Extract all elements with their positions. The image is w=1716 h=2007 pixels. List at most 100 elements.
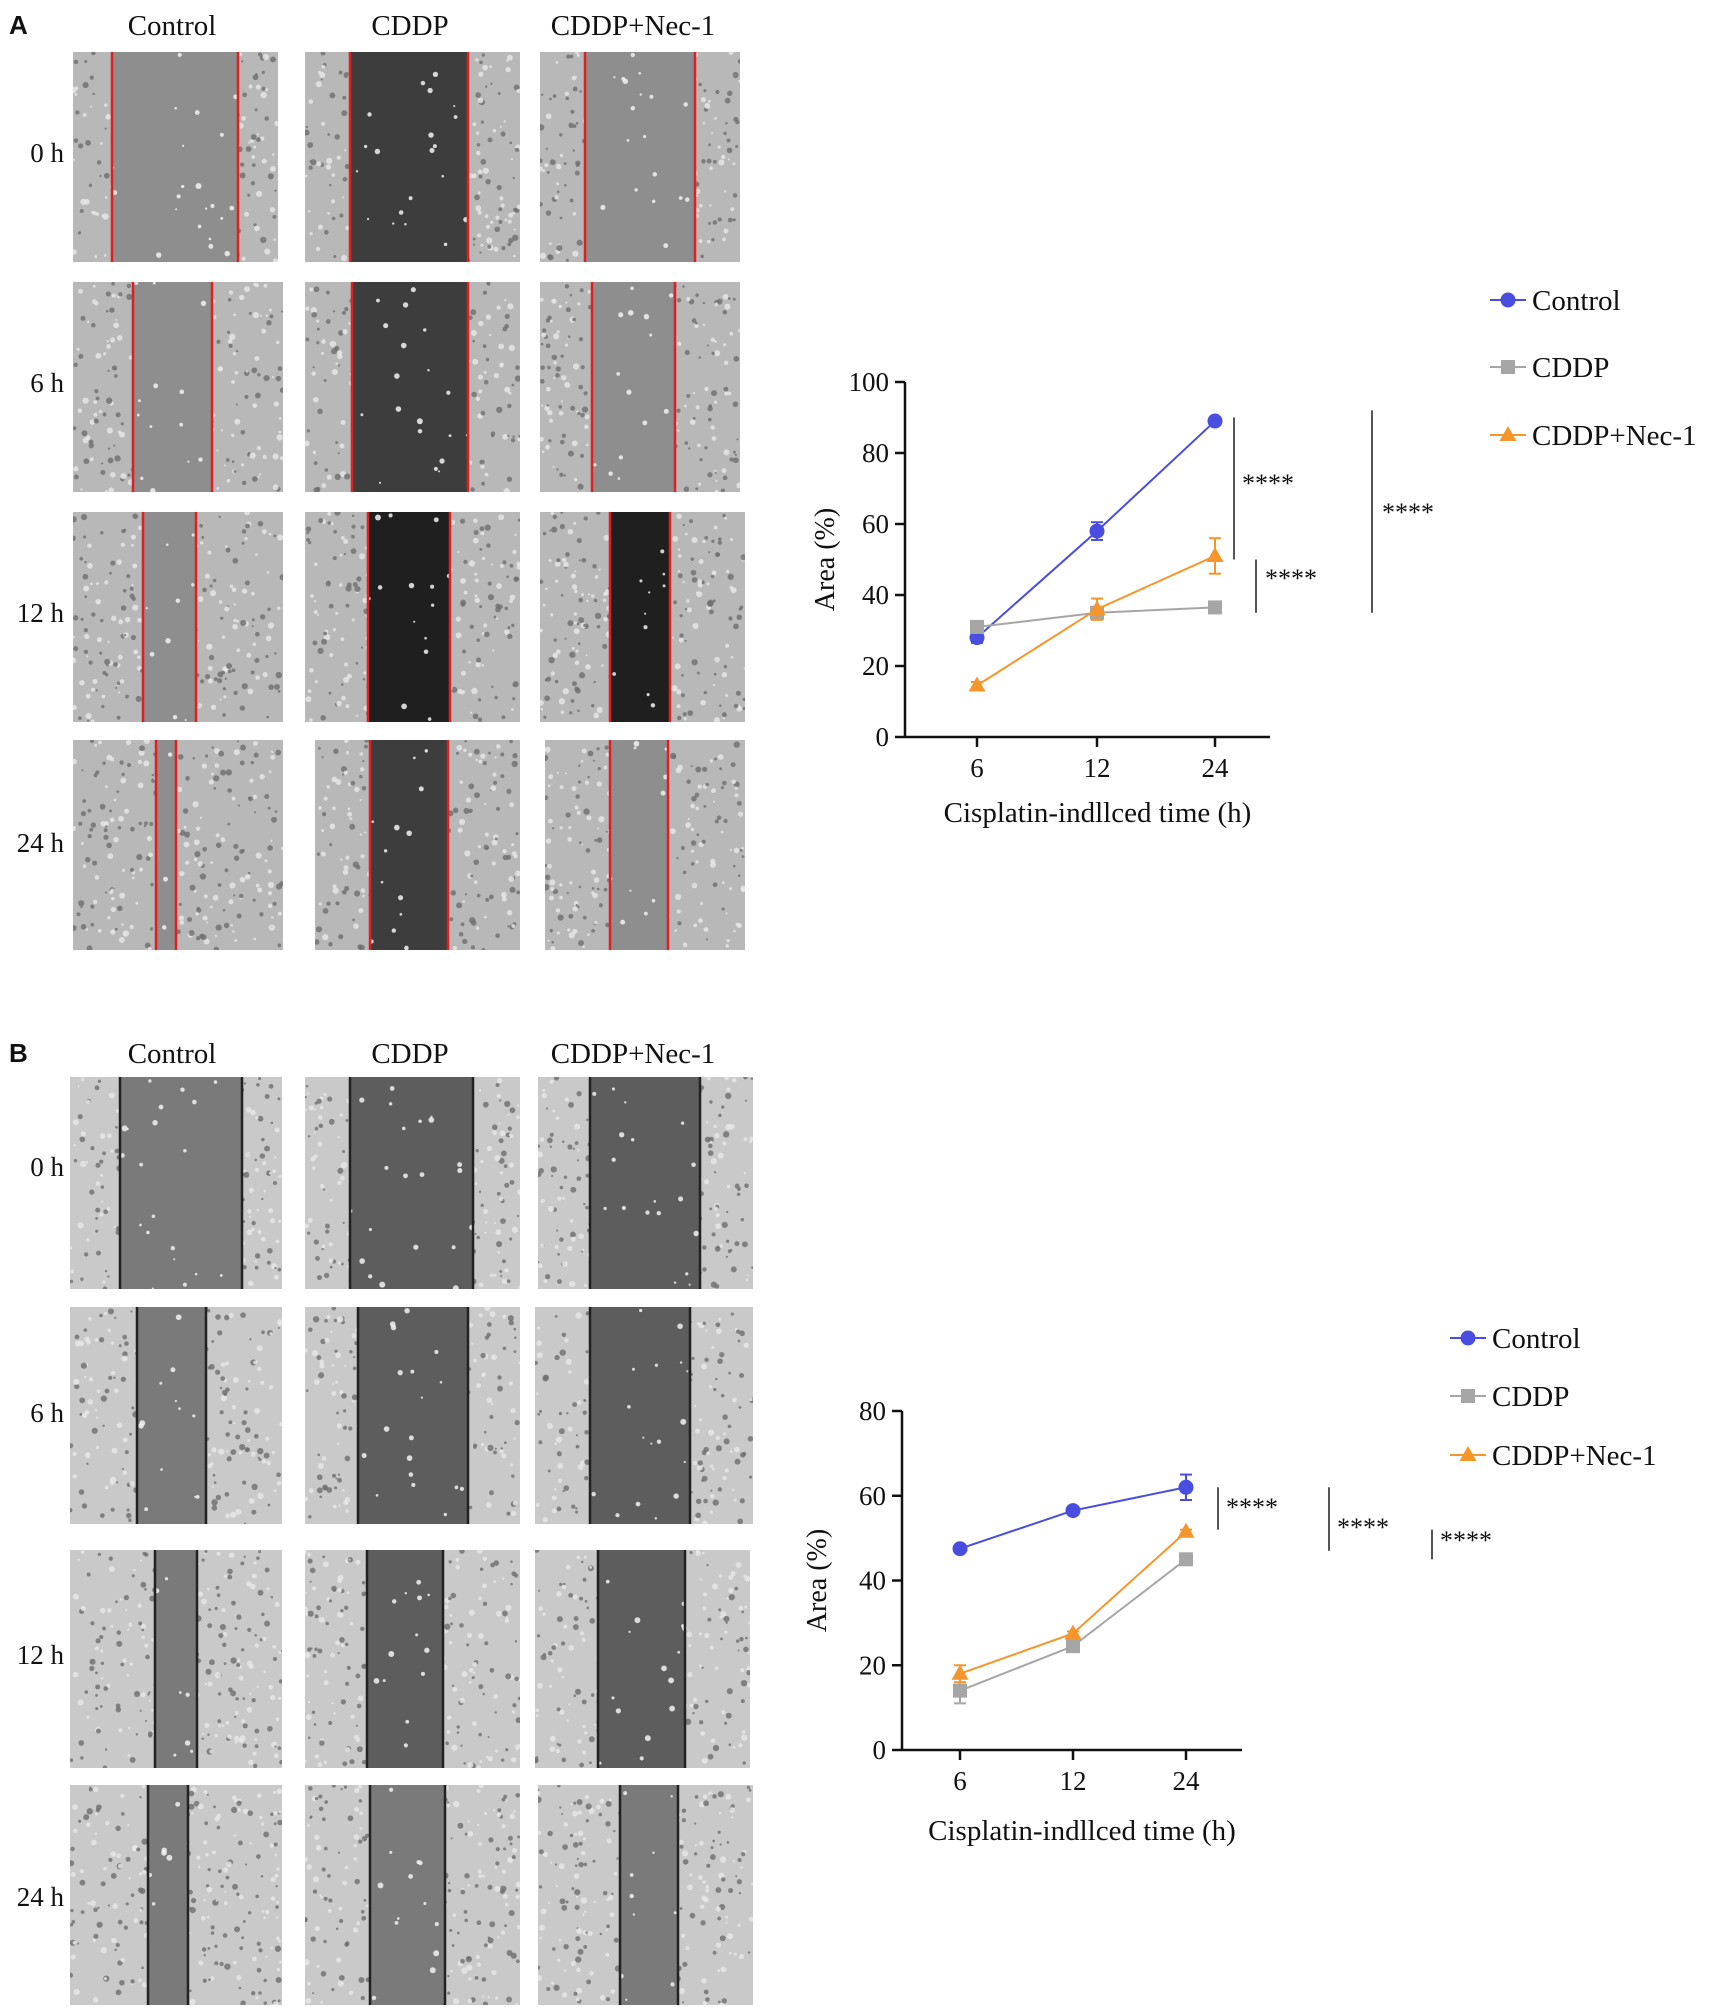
panel-b-micrograph-5 [535,1307,753,1524]
significance-annotation: **** [1328,1487,1389,1551]
panel-a-micrograph-5 [540,282,740,492]
panel-b-micrograph-8 [535,1550,750,1768]
panel-a-micrograph-1 [305,52,520,262]
data-point [1066,1639,1080,1654]
data-point [1178,1479,1194,1495]
panel-b-micrograph-2 [538,1077,753,1289]
y-tick-label: 0 [873,1735,887,1765]
legend-label: Control [1492,1323,1581,1355]
data-point [1207,413,1223,429]
significance-annotation: **** [1255,559,1317,613]
series-control [952,1473,1194,1557]
data-point [1206,546,1224,562]
y-tick-label: 20 [859,1650,886,1680]
data-point [952,1541,968,1557]
panel-a-micrograph-2 [540,52,740,262]
data-point [951,1664,969,1680]
legend-entry: CDDP [1490,352,1609,384]
legend-label: CDDP [1492,1381,1569,1413]
legend-label: CDDP [1532,352,1609,384]
data-point [1177,1522,1195,1538]
panel-a-row-6h: 6 h [30,368,64,398]
y-tick-label: 0 [876,722,890,752]
panel-a-row-0h: 0 h [30,138,64,168]
x-tick-label: 6 [953,1766,967,1796]
panel-b-micrograph-0 [70,1077,282,1289]
legend-label: CDDP+Nec-1 [1532,420,1697,452]
panel-a-micrograph-6 [73,512,283,722]
y-tick-label: 60 [859,1481,886,1511]
panel-b-micrograph-3 [70,1307,282,1524]
y-axis-label: Area (%) [810,508,841,611]
significance-stars: **** [1382,498,1434,527]
panel-b-micrograph-4 [305,1307,520,1524]
panel-b-micrograph-9 [70,1785,282,2005]
data-point [1065,1503,1081,1519]
data-point [1089,523,1105,539]
y-tick-label: 40 [859,1566,886,1596]
x-tick-label: 24 [1202,753,1230,783]
legend-marker [1499,426,1517,441]
panel-a-row-12h: 12 h [16,598,64,628]
x-tick-label: 12 [1084,753,1111,783]
data-point [1064,1624,1082,1640]
y-tick-label: 100 [849,367,890,397]
panel-a-col-cddp-nec1: CDDP+Nec-1 [550,10,716,42]
y-tick-label: 40 [862,580,889,610]
legend-entry: CDDP [1450,1381,1569,1413]
y-tick-label: 80 [859,1396,886,1426]
x-tick-label: 24 [1173,1766,1201,1796]
data-point [968,676,986,692]
significance-annotation: **** [1431,1526,1492,1560]
significance-annotation: **** [1217,1487,1278,1530]
panel-a-micrograph-9 [73,740,283,950]
chart-a: 0 20 40 60 80 100 6 12 24 Area (%) Cisplatin-indll… [810,285,1697,829]
panel-b-row-24h: 24 h [16,1882,64,1912]
panel-a-micrograph-4 [305,282,520,492]
significance-stars: **** [1242,469,1294,498]
significance-stars: **** [1226,1493,1278,1522]
panel-a-micrograph-8 [540,512,745,722]
panel-b-col-cddp-nec1: CDDP+Nec-1 [550,1038,716,1070]
panel-a-micrograph-3 [73,282,283,492]
data-point [1088,600,1106,616]
panel-b-row-6h: 6 h [30,1398,64,1428]
panel-a-col-control: Control [127,10,217,42]
panel-a-micrograph-0 [73,52,278,262]
data-point [1208,600,1222,615]
data-point [970,619,984,634]
y-tick-label: 60 [862,509,889,539]
data-point [953,1683,967,1698]
panel-a-micrograph-7 [305,512,520,722]
series-cddp-nec-1 [951,1522,1195,1684]
significance-stars: **** [1265,564,1317,593]
y-tick-label: 20 [862,651,889,681]
series-cddp [953,1552,1193,1705]
panel-b-col-cddp: CDDP [371,1038,449,1070]
x-axis-label: Cisplatin-indllced time (h) [928,1815,1236,1847]
legend-label: Control [1532,285,1621,317]
panel-b-col-control: Control [127,1038,217,1070]
panel-b-row-12h: 12 h [16,1640,64,1670]
panel-a-micrograph-10 [315,740,520,950]
legend-entry: Control [1450,1323,1581,1355]
legend-marker [1461,1389,1475,1403]
panel-b-row-0h: 0 h [30,1152,64,1182]
x-tick-label: 12 [1060,1766,1087,1796]
panel-b-micrograph-11 [538,1785,753,2005]
significance-stars: **** [1337,1513,1389,1542]
legend-marker [1501,360,1515,374]
significance-annotation: **** [1371,410,1434,613]
panel-a-col-cddp: CDDP [371,10,449,42]
legend-marker [1500,292,1516,308]
data-point [1179,1552,1193,1567]
panel-b-micrograph-6 [70,1550,282,1768]
legend-label: CDDP+Nec-1 [1492,1440,1657,1472]
panel-b-letter: B [9,1038,28,1068]
series-cddp-nec-1 [968,537,1224,692]
panel-a-micrograph-11 [545,740,745,950]
chart-b: 0 20 40 60 80 6 12 24 Area (%) Cisplatin-indllced… [802,1323,1657,1847]
legend-marker [1459,1446,1477,1461]
significance-stars: **** [1440,1526,1492,1555]
